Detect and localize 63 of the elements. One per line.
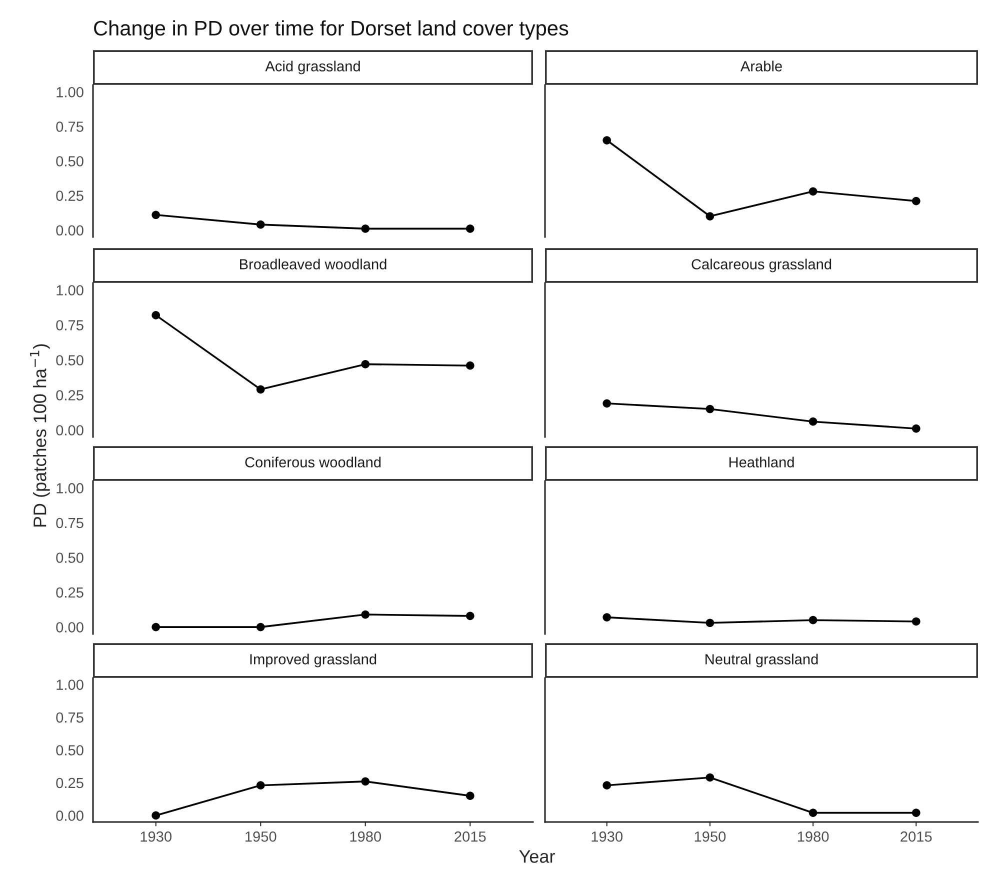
x-tick-label: 2015 (454, 831, 486, 842)
x-tick-label: 1950 (246, 831, 276, 842)
chart-title: Coniferous woodland (245, 456, 381, 468)
chart-title: Neutral grassland (706, 654, 818, 668)
x-axis-title: Year (519, 850, 555, 863)
point (256, 220, 265, 229)
point (602, 399, 612, 408)
point (466, 361, 474, 370)
y-tick-label: 0.75 (56, 712, 84, 723)
x-tick-label: 1930 (140, 831, 172, 842)
chart-title: Calcareous grassland (692, 258, 832, 272)
point (152, 811, 160, 820)
point (361, 224, 370, 233)
x-tick-label: 1980 (350, 831, 382, 842)
y-tick-label: 0.25 (56, 390, 84, 400)
y-tick-label: 0.00 (56, 225, 84, 236)
point (466, 224, 474, 233)
point (912, 196, 920, 206)
y-tick-label: 0.25 (56, 587, 84, 598)
point (361, 360, 370, 368)
point (706, 404, 714, 414)
y-tick-label: 0.00 (56, 425, 84, 436)
point (152, 210, 160, 220)
y-tick-label: 0.50 (56, 552, 84, 563)
y-tick-label: 1.00 (56, 680, 84, 690)
y-tick-label: 0.25 (56, 778, 84, 788)
x-tick-label: 2015 (900, 831, 932, 842)
point (466, 792, 474, 800)
chart-title: Heathland (729, 456, 794, 468)
y-tick-label: 0.50 (56, 355, 84, 366)
y-tick-label: 0.50 (56, 156, 84, 166)
point (466, 612, 474, 620)
x-tick-label: 1950 (694, 831, 726, 842)
point (256, 622, 265, 632)
y-tick-label: 0.50 (56, 745, 84, 756)
point (361, 610, 370, 619)
y-tick-label: 0.25 (56, 190, 84, 201)
text: Change in PD over time for Dorset land cover types (94, 20, 568, 40)
point (256, 385, 265, 394)
x-tick-label: 1980 (798, 831, 829, 842)
chart-title: Acid grassland (265, 60, 360, 74)
chart-title: Improved grassland (250, 654, 376, 668)
y-tick-label: 0.75 (56, 122, 84, 132)
x-tick-label: 1930 (592, 831, 623, 842)
y-axis-title: PD (patches 100 ha$^{−1}$) (30, 344, 50, 527)
y-tick-label: 1.00 (56, 285, 84, 296)
y-tick-label: 1.00 (56, 87, 84, 98)
y-tick-label: 0.00 (56, 622, 84, 632)
y-tick-label: 0.75 (56, 518, 84, 528)
point (361, 777, 370, 786)
point (256, 781, 265, 790)
point (152, 622, 160, 632)
point (808, 417, 818, 426)
point (912, 424, 920, 433)
point (152, 311, 160, 320)
y-tick-label: 1.00 (56, 483, 84, 494)
point (808, 187, 818, 196)
point (706, 212, 714, 220)
y-tick-label: 0.00 (56, 810, 84, 821)
y-tick-label: 0.75 (56, 320, 84, 330)
point (602, 136, 612, 144)
chart-title: Arable (740, 60, 782, 72)
chart-title: Broadleaved woodland (240, 258, 386, 270)
